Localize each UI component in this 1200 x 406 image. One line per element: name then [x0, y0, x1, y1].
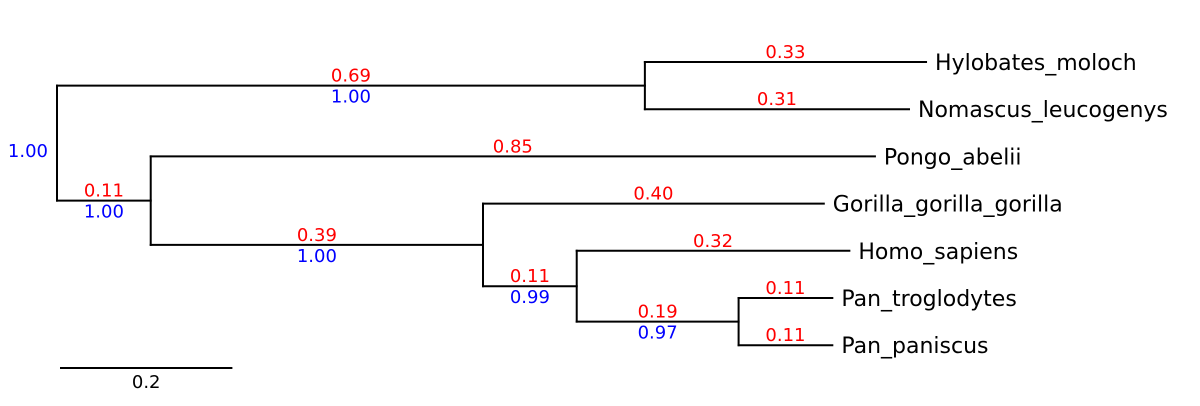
tip-label-pongo_abelii: Pongo_abelii	[884, 145, 1022, 170]
branch-length-label: 0.32	[693, 231, 733, 252]
branch-length-label: 0.31	[757, 89, 797, 110]
branch-length-label: 0.33	[765, 42, 805, 63]
support-label: 0.97	[638, 323, 678, 344]
branch-length-label: 0.11	[84, 181, 124, 202]
branch-length-label: 0.85	[493, 136, 533, 157]
branch-length-label: 0.11	[510, 266, 550, 287]
branch-length-label: 0.11	[765, 325, 805, 346]
support-label: 1.00	[84, 202, 124, 223]
tip-label-gorilla_gorilla_gorilla: Gorilla_gorilla_gorilla	[833, 193, 1063, 218]
support-label: 0.99	[510, 287, 550, 308]
tip-label-hylobates_moloch: Hylobates_moloch	[935, 51, 1137, 76]
branch-length-label: 0.11	[765, 278, 805, 299]
branch-length-label: 0.19	[638, 302, 678, 323]
support-label: 1.00	[297, 246, 337, 267]
tip-label-pan_troglodytes: Pan_troglodytes	[841, 287, 1017, 312]
support-label: 1.00	[331, 87, 371, 108]
branch-length-label: 0.39	[297, 225, 337, 246]
branch-length-label: 0.69	[331, 66, 371, 87]
root-support-label: 1.00	[8, 141, 48, 162]
scale-bar-label: 0.2	[132, 372, 161, 393]
tip-label-pan_paniscus: Pan_paniscus	[841, 334, 988, 359]
tip-label-nomascus_leucogenys: Nomascus_leucogenys	[918, 98, 1168, 123]
branch-length-label: 0.40	[633, 184, 673, 205]
tip-label-homo_sapiens: Homo_sapiens	[858, 240, 1018, 265]
